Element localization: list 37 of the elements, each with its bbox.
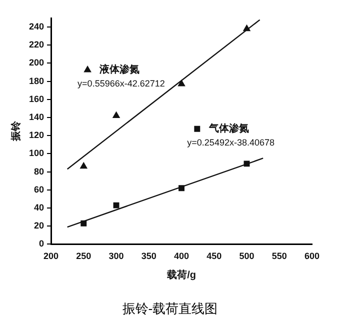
x-tick-label: 550 — [272, 251, 287, 262]
x-tick-label: 300 — [108, 251, 124, 262]
point — [244, 160, 250, 167]
y-tick-label: 180 — [28, 76, 44, 86]
point — [178, 80, 186, 86]
annotation: y=0.55966x-42.62712 — [78, 78, 165, 89]
y-tick-label: 220 — [28, 40, 44, 50]
y-tick-label: 40 — [34, 202, 44, 212]
point — [80, 162, 88, 169]
x-tick-label: 600 — [304, 251, 320, 262]
text: 振铃-载荷直线图 — [121, 301, 219, 318]
point — [80, 220, 87, 226]
y-tick-label: 80 — [34, 166, 44, 176]
y-tick-label: 160 — [28, 94, 44, 104]
legend-label: 气体渗氮 — [208, 122, 250, 134]
legend-label: 液体渗氮 — [98, 64, 140, 76]
point — [113, 202, 120, 208]
y-tick-label: 20 — [34, 220, 44, 231]
y-tick-label: 200 — [28, 58, 44, 68]
point — [243, 24, 250, 32]
x-tick-label: 200 — [44, 251, 59, 262]
y-tick-label: 100 — [28, 148, 44, 158]
annotation: y=0.25492x-38.40678 — [187, 137, 274, 148]
y-tick-label: 60 — [34, 184, 44, 194]
x-tick-label: 400 — [174, 251, 190, 262]
x-tick-label: 250 — [76, 251, 92, 262]
y-tick-label: 240 — [28, 22, 44, 32]
x-tick-label: 500 — [239, 251, 254, 262]
point — [112, 112, 120, 118]
x-axis-title: 载荷/g — [166, 268, 196, 281]
point — [178, 185, 184, 192]
x-tick-label: 350 — [141, 251, 156, 262]
y-tick-label: 120 — [28, 130, 44, 140]
y-tick-label: 140 — [28, 112, 44, 122]
x-tick-label: 450 — [206, 251, 222, 262]
y-axis-title: 振铃 — [10, 120, 22, 142]
y-tick-label: 0 — [39, 238, 44, 249]
